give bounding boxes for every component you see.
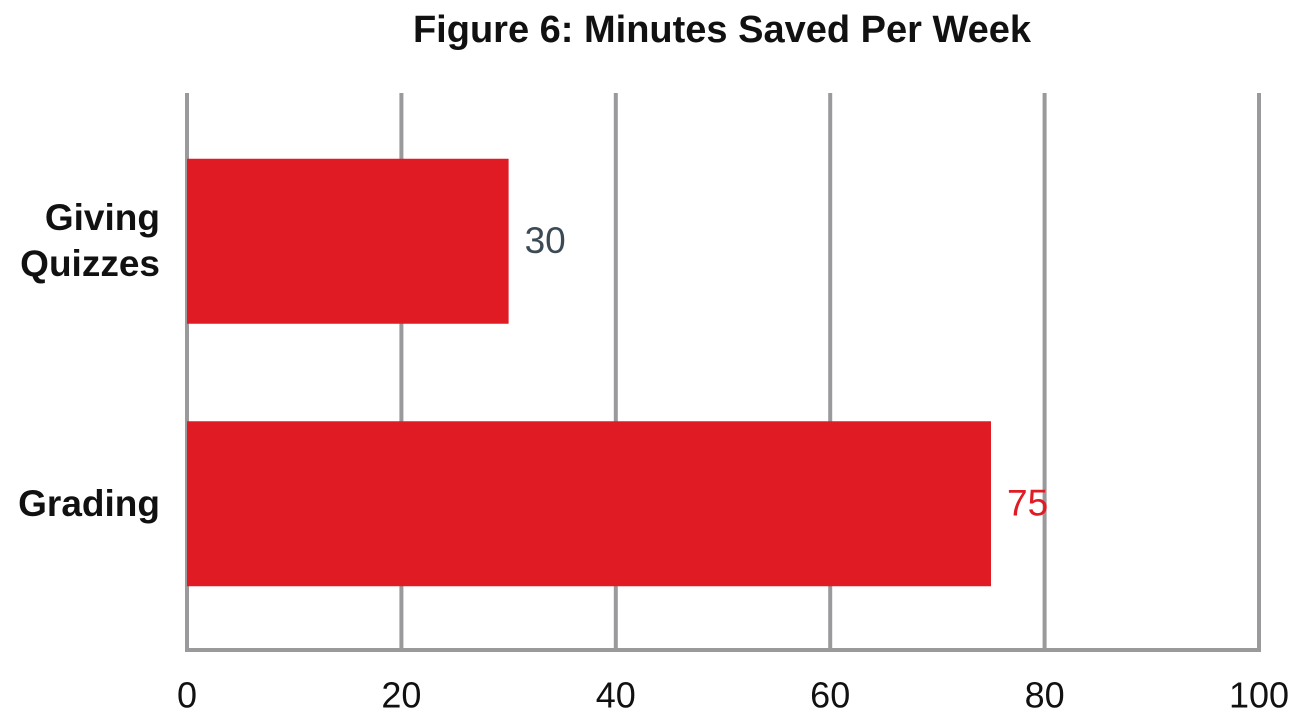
x-tick-label: 0 bbox=[177, 675, 197, 716]
y-tick-label: Giving Quizzes bbox=[20, 197, 160, 285]
x-tick-label: 80 bbox=[1025, 675, 1065, 716]
x-tick-label: 40 bbox=[596, 675, 636, 716]
bar bbox=[187, 158, 509, 324]
value-label: 30 bbox=[525, 220, 566, 261]
x-tick-label: 100 bbox=[1229, 675, 1289, 716]
x-tick-label: 60 bbox=[810, 675, 850, 716]
x-tick-label: 20 bbox=[381, 675, 421, 716]
chart-title: Figure 6: Minutes Saved Per Week bbox=[413, 9, 1032, 51]
value-label: 75 bbox=[1007, 483, 1048, 524]
bar bbox=[187, 421, 991, 587]
y-tick-label: Grading bbox=[18, 482, 160, 524]
